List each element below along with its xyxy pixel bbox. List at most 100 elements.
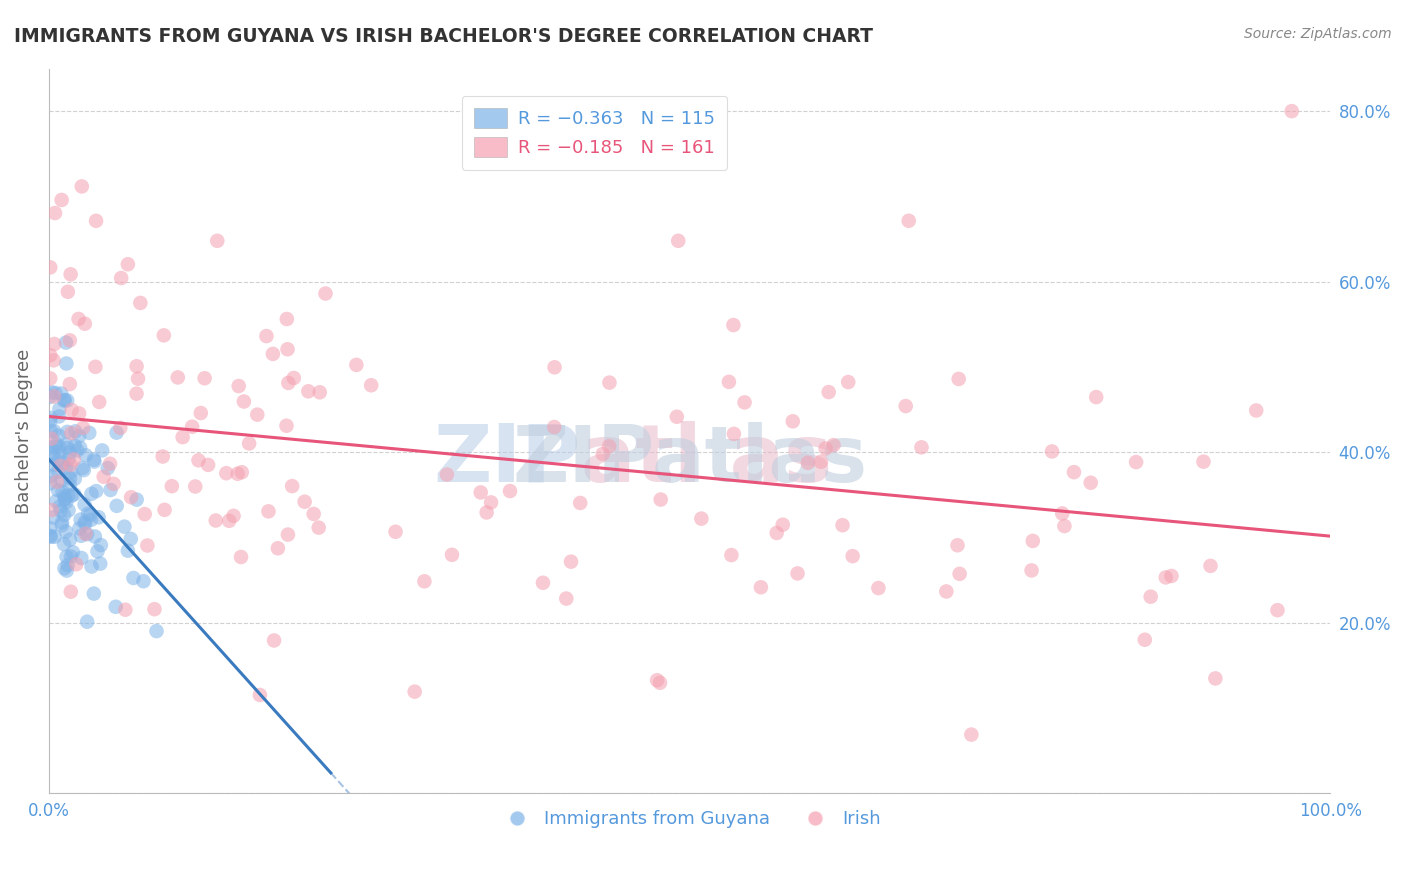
Point (51, 484, 73, 499)
Point (650, 492, 672, 507)
Point (39, 411, 62, 425)
Point (53, 393, 76, 408)
Text: IMMIGRANTS FROM GUYANA VS IRISH BACHELOR'S DEGREE CORRELATION CHART: IMMIGRANTS FROM GUYANA VS IRISH BACHELOR… (14, 27, 873, 45)
Point (56, 285, 79, 299)
Point (1154, 570, 1177, 584)
Point (59, 549, 82, 564)
Point (86, 544, 108, 558)
Point (59, 445, 82, 459)
Point (51, 474, 73, 488)
Point (39, 414, 62, 428)
Point (229, 549, 252, 564)
Point (152, 450, 174, 464)
Point (58, 503, 80, 517)
Point (125, 492, 148, 507)
Legend: Immigrants from Guyana, Irish: Immigrants from Guyana, Irish (491, 803, 887, 835)
Point (53, 508, 76, 522)
Point (69, 512, 91, 526)
Point (765, 525, 787, 540)
Point (42, 424, 65, 438)
Point (63, 472, 86, 486)
Point (53, 561, 76, 575)
Point (1053, 519, 1076, 533)
Point (555, 591, 578, 606)
Point (281, 479, 304, 493)
Point (837, 375, 859, 389)
Point (810, 455, 832, 469)
Point (59, 377, 82, 392)
Point (122, 571, 145, 585)
Point (46, 483, 69, 498)
Point (59, 471, 82, 485)
Point (246, 408, 269, 422)
Point (166, 370, 188, 384)
Point (76, 615, 98, 629)
Point (153, 328, 176, 343)
Point (56, 425, 79, 439)
Point (127, 372, 149, 386)
Point (80, 513, 103, 527)
Point (87, 510, 110, 524)
Point (39, 390, 62, 404)
Point (55, 461, 77, 475)
Point (1244, 403, 1267, 417)
Point (110, 421, 132, 435)
Point (84, 359, 107, 374)
Point (39, 260, 62, 275)
Point (145, 624, 167, 639)
Point (120, 490, 142, 504)
Point (55, 437, 77, 451)
Point (960, 728, 983, 742)
Point (49, 504, 72, 518)
Point (592, 447, 614, 461)
Point (44, 337, 66, 351)
Point (136, 539, 159, 553)
Point (308, 385, 330, 400)
Point (56, 441, 79, 455)
Point (1021, 563, 1043, 577)
Point (53, 490, 76, 504)
Text: ZIPatlas: ZIPatlas (512, 422, 868, 498)
Point (946, 538, 969, 552)
Point (308, 521, 330, 535)
Point (73, 317, 96, 331)
Point (39, 521, 62, 535)
Point (83, 452, 105, 467)
Point (59, 334, 82, 348)
Point (720, 548, 742, 562)
Point (1192, 455, 1215, 469)
Point (67, 429, 90, 443)
Point (42, 353, 65, 368)
Point (103, 476, 125, 491)
Point (717, 375, 740, 389)
Point (665, 409, 688, 424)
Point (117, 257, 139, 271)
Point (935, 584, 957, 599)
Point (125, 359, 148, 374)
Point (194, 371, 217, 385)
Text: ZIP: ZIP (433, 421, 581, 499)
Point (44, 389, 66, 403)
Point (75, 516, 97, 531)
Point (59, 478, 82, 492)
Point (65, 558, 87, 572)
Point (55, 335, 77, 350)
Point (72, 461, 94, 475)
Point (100, 483, 122, 497)
Point (59, 584, 82, 599)
Point (197, 458, 219, 472)
Point (51, 518, 73, 533)
Point (42, 450, 65, 464)
Point (39, 441, 62, 455)
Point (1281, 104, 1303, 119)
Point (226, 467, 249, 481)
Point (249, 688, 271, 702)
Point (723, 318, 745, 332)
Point (80, 487, 103, 501)
Point (894, 399, 917, 413)
Point (59, 268, 82, 282)
Point (277, 343, 299, 357)
Point (254, 329, 277, 343)
Point (65, 425, 87, 439)
Point (93, 469, 115, 483)
